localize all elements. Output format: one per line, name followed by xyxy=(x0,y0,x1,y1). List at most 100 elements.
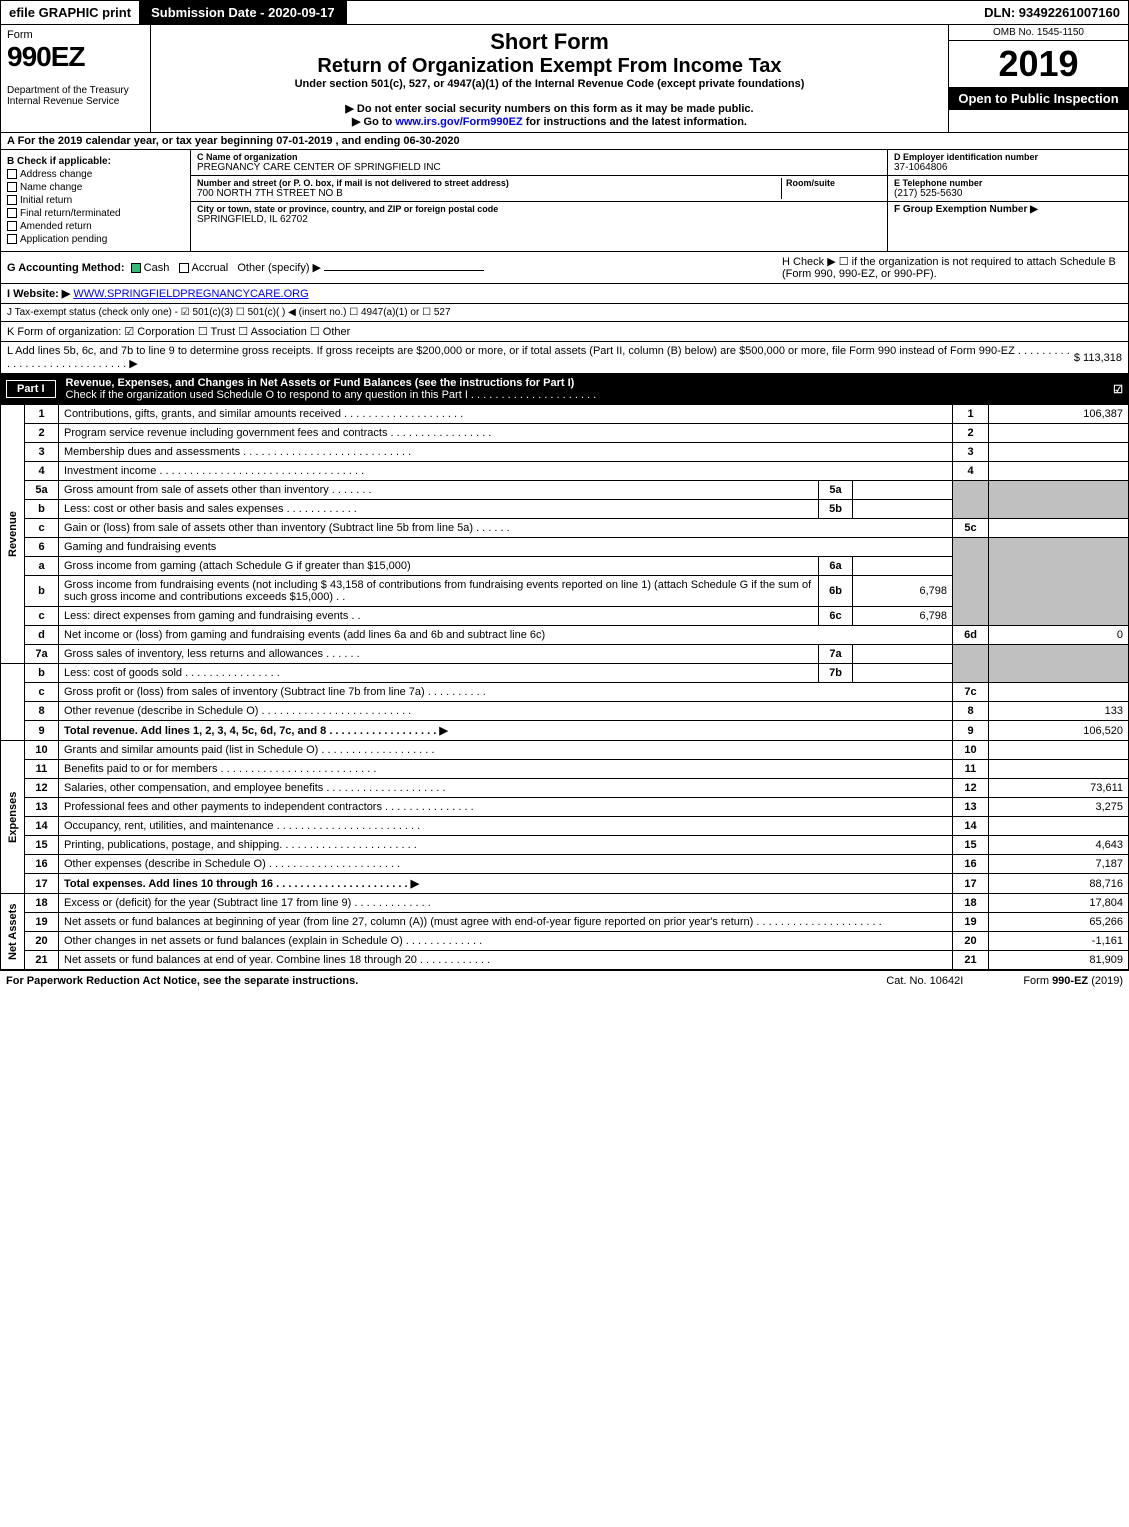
return-title: Return of Organization Exempt From Incom… xyxy=(159,55,940,78)
part1-header: Part I Revenue, Expenses, and Changes in… xyxy=(0,374,1129,404)
line-16-value: 7,187 xyxy=(989,855,1129,874)
line-13-value: 3,275 xyxy=(989,798,1129,817)
e-label: E Telephone number xyxy=(894,178,1122,188)
line-7b-desc: Less: cost of goods sold . . . . . . . .… xyxy=(59,664,819,683)
line-7c-desc: Gross profit or (loss) from sales of inv… xyxy=(59,683,953,702)
form-word: Form xyxy=(7,29,144,41)
line-9-desc: Total revenue. Add lines 1, 2, 3, 4, 5c,… xyxy=(59,721,953,741)
part1-label: Part I xyxy=(6,380,56,398)
chk-final[interactable]: Final return/terminated xyxy=(7,208,184,219)
h-box: H Check ▶ ☐ if the organization is not r… xyxy=(782,255,1122,280)
ein-cell: D Employer identification number 37-1064… xyxy=(888,150,1128,176)
i-row: I Website: ▶ WWW.SPRINGFIELDPREGNANCYCAR… xyxy=(0,284,1129,304)
line-19-desc: Net assets or fund balances at beginning… xyxy=(59,913,953,932)
chk-initial[interactable]: Initial return xyxy=(7,195,184,206)
line-1-desc: Contributions, gifts, grants, and simila… xyxy=(59,405,953,424)
line-18-desc: Excess or (deficit) for the year (Subtra… xyxy=(59,894,953,913)
section-a-taxyear: A For the 2019 calendar year, or tax yea… xyxy=(0,133,1129,150)
part1-checkbox[interactable]: ☑ xyxy=(1113,383,1123,396)
org-name: PREGNANCY CARE CENTER OF SPRINGFIELD INC xyxy=(197,162,881,173)
line-1-value: 106,387 xyxy=(989,405,1129,424)
right-info-column: D Employer identification number 37-1064… xyxy=(888,150,1128,251)
org-street: 700 NORTH 7TH STREET NO B xyxy=(197,188,781,199)
line-17-value: 88,716 xyxy=(989,874,1129,894)
form-id-box: Form 990EZ Department of the Treasury In… xyxy=(1,25,151,132)
line-2-desc: Program service revenue including govern… xyxy=(59,424,953,443)
website-link[interactable]: WWW.SPRINGFIELDPREGNANCYCARE.ORG xyxy=(73,288,308,300)
line-12-desc: Salaries, other compensation, and employ… xyxy=(59,779,953,798)
chk-name[interactable]: Name change xyxy=(7,182,184,193)
org-name-cell: C Name of organization PREGNANCY CARE CE… xyxy=(191,150,887,176)
city-label: City or town, state or province, country… xyxy=(197,204,881,214)
line-6-desc: Gaming and fundraising events xyxy=(59,538,953,557)
entity-info-block: B Check if applicable: Address change Na… xyxy=(0,150,1129,252)
i-label: I Website: ▶ xyxy=(7,287,70,300)
line-17-desc: Total expenses. Add lines 10 through 16 … xyxy=(59,874,953,894)
submission-date: Submission Date - 2020-09-17 xyxy=(139,1,347,24)
c-label: C Name of organization xyxy=(197,152,881,162)
tax-year: 2019 xyxy=(949,41,1128,87)
form-number: 990EZ xyxy=(7,41,144,73)
line-10-desc: Grants and similar amounts paid (list in… xyxy=(59,741,953,760)
line-5c-desc: Gain or (loss) from sale of assets other… xyxy=(59,519,953,538)
line-6b-desc: Gross income from fundraising events (no… xyxy=(59,576,819,607)
chk-cash[interactable] xyxy=(131,263,141,273)
under-section: Under section 501(c), 527, or 4947(a)(1)… xyxy=(159,78,940,90)
line-11-desc: Benefits paid to or for members . . . . … xyxy=(59,760,953,779)
phone-cell: E Telephone number (217) 525-5630 xyxy=(888,176,1128,202)
pra-notice: For Paperwork Reduction Act Notice, see … xyxy=(6,975,886,987)
dln-label: DLN: 93492261007160 xyxy=(976,1,1128,24)
chk-pending[interactable]: Application pending xyxy=(7,234,184,245)
revenue-vlabel: Revenue xyxy=(1,405,25,664)
form-header: Form 990EZ Department of the Treasury In… xyxy=(0,25,1129,133)
expenses-vlabel: Expenses xyxy=(1,741,25,894)
chk-address[interactable]: Address change xyxy=(7,169,184,180)
line-12-value: 73,611 xyxy=(989,779,1129,798)
b-title: B Check if applicable: xyxy=(7,156,184,167)
omb-number: OMB No. 1545-1150 xyxy=(949,25,1128,41)
line-14-desc: Occupancy, rent, utilities, and maintena… xyxy=(59,817,953,836)
ein-value: 37-1064806 xyxy=(894,162,1122,173)
g-label: G Accounting Method: xyxy=(7,262,125,274)
line-21-desc: Net assets or fund balances at end of ye… xyxy=(59,951,953,970)
k-row: K Form of organization: ☑ Corporation ☐ … xyxy=(0,322,1129,342)
line-6a-desc: Gross income from gaming (attach Schedul… xyxy=(59,557,819,576)
line-13-desc: Professional fees and other payments to … xyxy=(59,798,953,817)
org-street-cell: Number and street (or P. O. box, if mail… xyxy=(191,176,887,202)
d-label: D Employer identification number xyxy=(894,152,1122,162)
line-15-value: 4,643 xyxy=(989,836,1129,855)
form-right-box: OMB No. 1545-1150 2019 Open to Public In… xyxy=(948,25,1128,132)
line-15-desc: Printing, publications, postage, and shi… xyxy=(59,836,953,855)
line-8-desc: Other revenue (describe in Schedule O) .… xyxy=(59,702,953,721)
line-6c-desc: Less: direct expenses from gaming and fu… xyxy=(59,607,819,626)
irs-link[interactable]: www.irs.gov/Form990EZ xyxy=(395,116,522,128)
org-city: SPRINGFIELD, IL 62702 xyxy=(197,214,881,225)
line-18-value: 17,804 xyxy=(989,894,1129,913)
line-21-value: 81,909 xyxy=(989,951,1129,970)
l-text: L Add lines 5b, 6c, and 7b to line 9 to … xyxy=(7,345,1074,370)
j-row: J Tax-exempt status (check only one) - ☑… xyxy=(0,304,1129,322)
phone-value: (217) 525-5630 xyxy=(894,188,1122,199)
form-title-box: Short Form Return of Organization Exempt… xyxy=(151,25,948,132)
part1-table: Revenue 1 Contributions, gifts, grants, … xyxy=(0,404,1129,970)
line-4-desc: Investment income . . . . . . . . . . . … xyxy=(59,462,953,481)
line-7a-desc: Gross sales of inventory, less returns a… xyxy=(59,645,819,664)
f-label: F Group Exemption Number ▶ xyxy=(894,204,1122,215)
room-label: Room/suite xyxy=(786,178,881,188)
line-6d-desc: Net income or (loss) from gaming and fun… xyxy=(59,626,953,645)
irs-label: Internal Revenue Service xyxy=(7,96,144,107)
l-row: L Add lines 5b, 6c, and 7b to line 9 to … xyxy=(0,342,1129,374)
open-public: Open to Public Inspection xyxy=(949,87,1128,110)
part1-title: Revenue, Expenses, and Changes in Net As… xyxy=(66,377,1114,401)
netassets-vlabel: Net Assets xyxy=(1,894,25,970)
line-5b-desc: Less: cost or other basis and sales expe… xyxy=(59,500,819,519)
g-row: G Accounting Method: Cash Accrual Other … xyxy=(0,252,1129,284)
ssn-note: ▶ Do not enter social security numbers o… xyxy=(159,102,940,115)
top-bar: efile GRAPHIC print Submission Date - 20… xyxy=(0,0,1129,25)
line-5a-desc: Gross amount from sale of assets other t… xyxy=(59,481,819,500)
line-3-desc: Membership dues and assessments . . . . … xyxy=(59,443,953,462)
l-amount: $ 113,318 xyxy=(1074,352,1122,364)
org-address-column: C Name of organization PREGNANCY CARE CE… xyxy=(191,150,888,251)
chk-amended[interactable]: Amended return xyxy=(7,221,184,232)
chk-accrual[interactable] xyxy=(179,263,189,273)
